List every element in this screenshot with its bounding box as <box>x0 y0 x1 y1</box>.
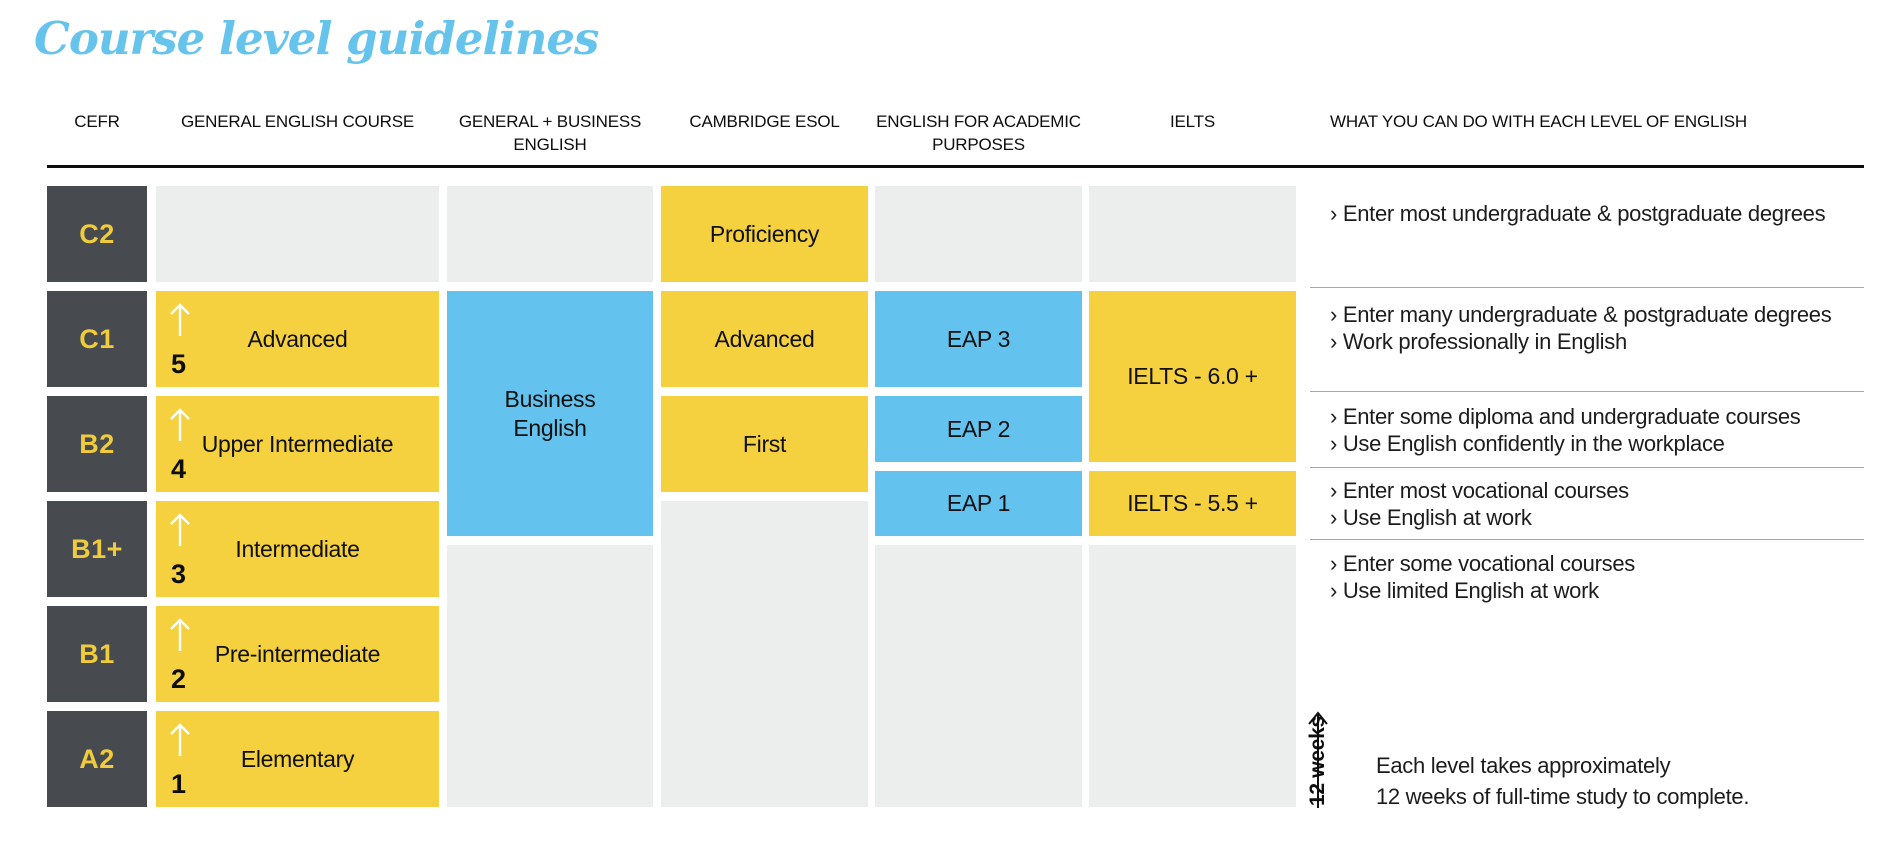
eap-box-3: EAP 3 <box>875 291 1082 387</box>
course-box-elementary: 1 Elementary <box>156 711 439 807</box>
column-header-outcomes: WHAT YOU CAN DO WITH EACH LEVEL OF ENGLI… <box>1330 112 1747 131</box>
outcome-item: › Enter some diploma and undergraduate c… <box>1330 404 1801 429</box>
header-underline <box>47 165 1864 168</box>
cefr-label: C1 <box>79 323 115 354</box>
course-box-intermediate: 3 Intermediate <box>156 501 439 597</box>
course-label: Advanced <box>247 325 348 352</box>
outcome-item: › Enter many undergraduate & postgraduat… <box>1330 302 1832 327</box>
cefr-box-b2: B2 <box>47 396 147 492</box>
business-english-box: Business English <box>447 291 653 536</box>
cambridge-empty-lower <box>661 501 868 807</box>
eap-label: EAP 1 <box>946 490 1011 516</box>
course-box-pre-intermediate: 2 Pre-intermediate <box>156 606 439 702</box>
column-header-eap: ENGLISH FOR ACADEMIC PURPOSES <box>876 112 1081 154</box>
level-up-arrow-icon <box>170 513 190 546</box>
general-business-empty-c2 <box>447 186 653 282</box>
exam-label: Proficiency <box>709 220 820 247</box>
outcome-item: › Use limited English at work <box>1330 578 1599 603</box>
outcome-section-b2: › Enter some diploma and undergraduate c… <box>1330 403 1870 457</box>
caption-line-2: 12 weeks of full-time study to complete. <box>1376 784 1750 809</box>
outcome-section-c2: › Enter most undergraduate & postgraduat… <box>1330 200 1870 227</box>
course-label: Upper Intermediate <box>201 430 394 457</box>
column-header-cefr: CEFR <box>74 112 120 131</box>
column-header-cambridge-esol: CAMBRIDGE ESOL <box>689 112 840 131</box>
ielts-empty-c2 <box>1089 186 1296 282</box>
column-header-ielts: IELTS <box>1170 112 1215 131</box>
cambridge-box-proficiency: Proficiency <box>661 186 868 282</box>
cefr-box-b1plus: B1+ <box>47 501 147 597</box>
outcome-item: › Use English at work <box>1330 505 1532 530</box>
cefr-box-b1: B1 <box>47 606 147 702</box>
outcome-divider <box>1310 391 1864 392</box>
eap-label: EAP 3 <box>946 325 1011 352</box>
eap-empty-lower <box>875 545 1082 807</box>
twelve-weeks-up-arrow-icon <box>1308 711 1328 808</box>
outcome-divider <box>1310 287 1864 288</box>
outcome-divider <box>1310 467 1864 468</box>
caption-line-1: Each level takes approximately <box>1376 753 1671 778</box>
course-number: 1 <box>171 769 187 799</box>
cambridge-box-advanced: Advanced <box>661 291 868 387</box>
outcome-item: › Work professionally in English <box>1330 329 1627 354</box>
page-title: Course level guidelines <box>34 12 599 65</box>
outcome-section-b1: › Enter some vocational courses › Use li… <box>1330 550 1870 604</box>
outcome-divider <box>1310 539 1864 540</box>
column-header-general-business: GENERAL + BUSINESS ENGLISH <box>458 112 642 154</box>
level-up-arrow-icon <box>170 303 190 336</box>
course-number: 5 <box>171 349 187 379</box>
cambridge-box-first: First <box>661 396 868 492</box>
ielts-empty-lower <box>1089 545 1296 807</box>
outcome-item: › Enter most undergraduate & postgraduat… <box>1330 201 1826 226</box>
ielts-score-label: IELTS - 5.5 + <box>1127 490 1258 516</box>
ielts-box-55: IELTS - 5.5 + <box>1089 471 1296 536</box>
cefr-box-c1: C1 <box>47 291 147 387</box>
column-header-general-english: GENERAL ENGLISH COURSE <box>180 112 415 131</box>
level-up-arrow-icon <box>170 723 190 756</box>
course-number: 2 <box>171 664 187 694</box>
business-english-label: Business English <box>504 385 596 441</box>
course-label: Elementary <box>240 745 355 772</box>
cefr-box-a2: A2 <box>47 711 147 807</box>
ielts-box-60: IELTS - 6.0 + <box>1089 291 1296 462</box>
eap-empty-c2 <box>875 186 1082 282</box>
eap-label: EAP 2 <box>946 415 1011 442</box>
outcome-item: › Enter some vocational courses <box>1330 551 1635 576</box>
cefr-box-c2: C2 <box>47 186 147 282</box>
twelve-weeks-rotated-label: 12 weeks <box>1306 716 1329 806</box>
exam-label: Advanced <box>714 325 815 352</box>
course-label: Pre-intermediate <box>214 640 381 667</box>
cefr-label: B2 <box>79 428 115 459</box>
ielts-score-label: IELTS - 6.0 + <box>1127 363 1258 389</box>
cefr-label: B1+ <box>71 533 123 564</box>
course-label: Intermediate <box>235 535 360 562</box>
cefr-label: C2 <box>79 218 115 249</box>
cefr-label: A2 <box>79 743 115 774</box>
eap-box-1: EAP 1 <box>875 471 1082 536</box>
course-number: 4 <box>171 454 187 484</box>
general-business-empty-lower <box>447 545 653 807</box>
eap-box-2: EAP 2 <box>875 396 1082 462</box>
outcome-section-c1: › Enter many undergraduate & postgraduat… <box>1330 301 1870 355</box>
outcome-item: › Use English confidently in the workpla… <box>1330 431 1725 456</box>
cefr-label: B1 <box>79 638 115 669</box>
twelve-weeks-caption: Each level takes approximately 12 weeks … <box>1376 750 1749 812</box>
level-up-arrow-icon <box>170 408 190 441</box>
course-box-advanced: 5 Advanced <box>156 291 439 387</box>
level-up-arrow-icon <box>170 618 190 651</box>
exam-label: First <box>742 430 787 457</box>
outcome-item: › Enter most vocational courses <box>1330 478 1629 503</box>
course-number: 3 <box>171 559 187 589</box>
general-english-empty-c2 <box>156 186 439 282</box>
outcome-section-b1plus: › Enter most vocational courses › Use En… <box>1330 477 1870 531</box>
course-box-upper-intermediate: 4 Upper Intermediate <box>156 396 439 492</box>
